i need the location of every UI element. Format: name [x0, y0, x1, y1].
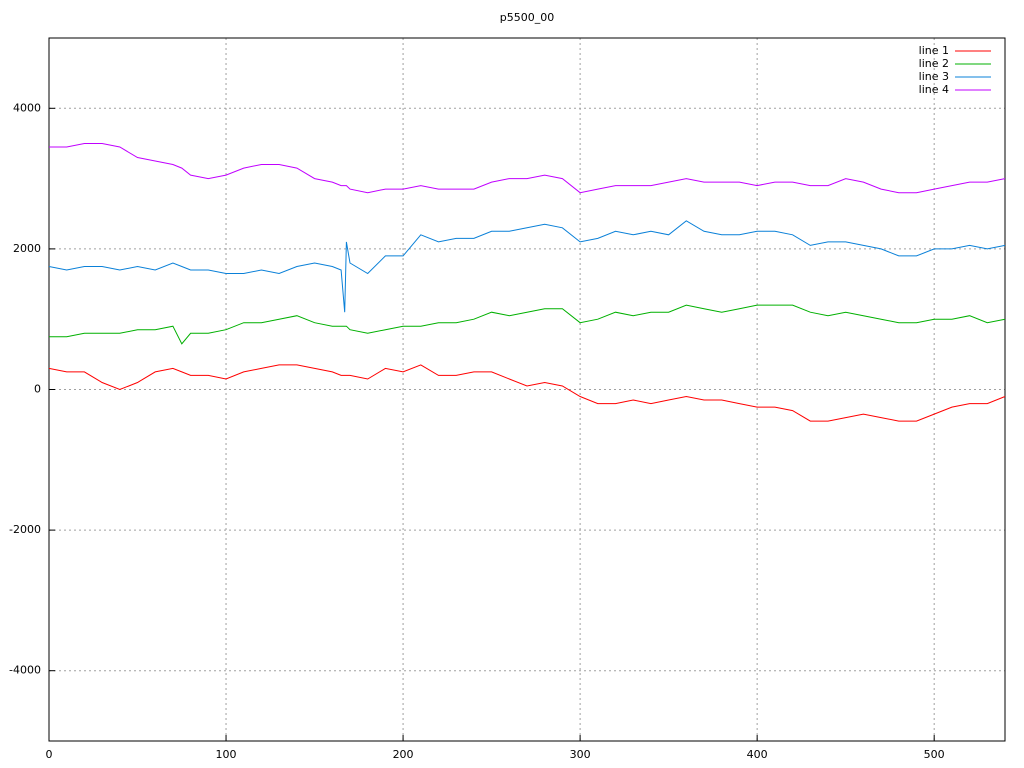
- y-tick-label: -4000: [9, 664, 41, 677]
- legend-label: line 4: [919, 83, 949, 96]
- x-tick-label: 200: [393, 748, 414, 761]
- y-tick-label: -2000: [9, 523, 41, 536]
- series-line: [49, 143, 1006, 194]
- x-tick-label: 0: [46, 748, 53, 761]
- x-tick-label: 100: [216, 748, 237, 761]
- y-tick-label: 0: [34, 383, 41, 396]
- chart-title: p5500_00: [500, 11, 554, 24]
- x-tick-label: 400: [747, 748, 768, 761]
- plot-frame: [48, 37, 1006, 742]
- y-tick-label: 4000: [13, 101, 41, 114]
- y-tick-label: 2000: [13, 242, 41, 255]
- legend-label: line 2: [919, 57, 949, 70]
- series-line: [48, 220, 1006, 313]
- series-line: [48, 364, 1006, 422]
- series-line: [49, 304, 1006, 345]
- legend-label: line 3: [919, 70, 949, 83]
- x-tick-label: 500: [924, 748, 945, 761]
- legend-label: line 1: [919, 44, 949, 57]
- x-tick-label: 300: [570, 748, 591, 761]
